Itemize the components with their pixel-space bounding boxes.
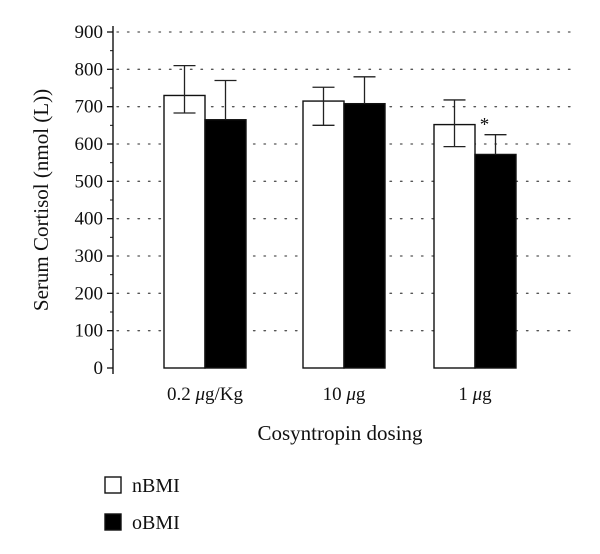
bar-nBMI-1 [302, 100, 345, 369]
y-tick-label: 700 [75, 97, 104, 118]
y-tick-label: 400 [75, 209, 104, 230]
x-tick-label: 1 μg [458, 384, 492, 405]
legend: nBMI oBMI [104, 475, 180, 534]
bar-nBMI-2 [433, 123, 476, 369]
legend-swatch-nBMI [104, 476, 122, 494]
legend-swatch-oBMI [104, 513, 122, 531]
y-axis: 0 100 200 300 400 500 600 700 800 900 [75, 22, 114, 379]
y-tick-label: 100 [75, 321, 104, 342]
x-axis-title: Cosyntropin dosing [257, 421, 423, 445]
annotations: * [480, 115, 490, 136]
bar-nBMI-0 [163, 94, 206, 369]
x-axis-tick-labels: 0.2 μg/Kg 10 μg 1 μg [167, 384, 492, 405]
y-axis-title: Serum Cortisol (nmol (L)) [29, 89, 53, 311]
bar-oBMI-0 [204, 119, 247, 369]
bar-oBMI-1 [343, 102, 386, 369]
x-tick-label: 0.2 μg/Kg [167, 384, 244, 405]
bars [163, 94, 517, 369]
y-tick-label: 900 [75, 22, 104, 43]
y-tick-label: 500 [75, 171, 104, 192]
legend-label-nBMI: nBMI [132, 475, 180, 497]
significance-marker: * [480, 115, 490, 136]
bar-oBMI-2 [474, 153, 517, 369]
y-tick-label: 800 [75, 59, 104, 80]
y-tick-label: 300 [75, 246, 104, 267]
legend-label-oBMI: oBMI [132, 512, 180, 534]
x-tick-label: 10 μg [323, 384, 366, 405]
y-tick-label: 200 [75, 283, 104, 304]
y-tick-label: 600 [75, 134, 104, 155]
error-bars [173, 64, 507, 155]
y-tick-label: 0 [94, 358, 104, 379]
